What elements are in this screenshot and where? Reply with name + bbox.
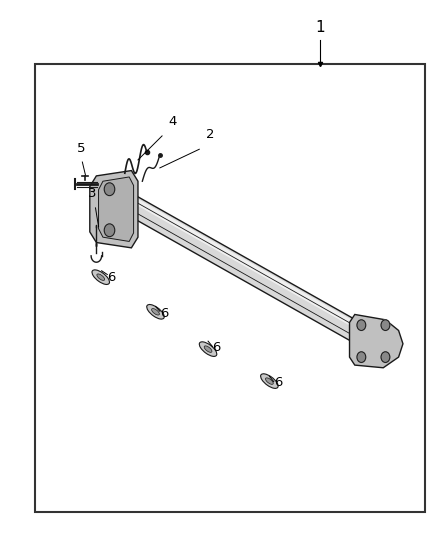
Polygon shape: [129, 194, 374, 340]
Polygon shape: [350, 314, 403, 368]
Ellipse shape: [265, 378, 273, 384]
Bar: [35, 64, 425, 512]
Circle shape: [357, 352, 366, 362]
Text: 6: 6: [107, 271, 116, 284]
Polygon shape: [90, 171, 138, 248]
Ellipse shape: [199, 342, 217, 357]
Circle shape: [104, 183, 115, 196]
Polygon shape: [129, 192, 374, 354]
Text: 2: 2: [206, 128, 215, 141]
Polygon shape: [99, 177, 134, 241]
Ellipse shape: [120, 190, 136, 219]
Ellipse shape: [152, 309, 159, 315]
Circle shape: [104, 224, 115, 237]
Ellipse shape: [147, 304, 164, 319]
Ellipse shape: [92, 270, 110, 285]
Ellipse shape: [367, 328, 383, 357]
Text: 3: 3: [88, 187, 96, 200]
Text: 4: 4: [169, 115, 177, 128]
Text: 1: 1: [315, 20, 325, 35]
Ellipse shape: [97, 274, 105, 280]
Text: 6: 6: [274, 376, 283, 389]
Circle shape: [381, 352, 390, 362]
Text: 5: 5: [77, 142, 85, 155]
Ellipse shape: [261, 374, 278, 389]
Text: 6: 6: [212, 342, 221, 354]
Text: 6: 6: [160, 307, 169, 320]
Circle shape: [357, 320, 366, 330]
Circle shape: [381, 320, 390, 330]
Ellipse shape: [204, 346, 212, 352]
